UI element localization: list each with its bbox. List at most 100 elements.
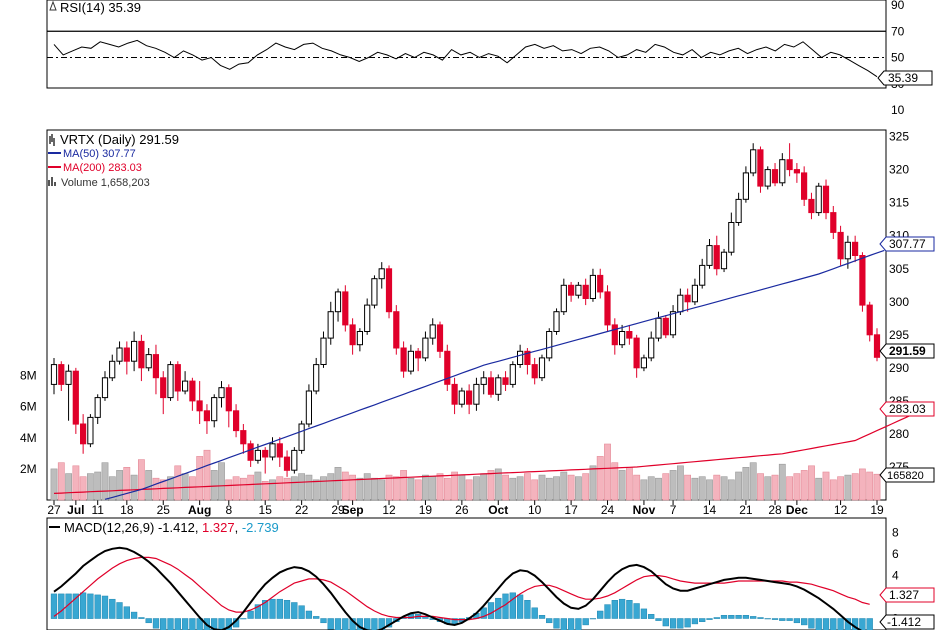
volume-bar (334, 466, 342, 501)
price-tick-label: 305 (889, 262, 909, 276)
macd-histogram-bar (342, 618, 349, 635)
candle-body (138, 340, 145, 369)
volume-bar (720, 476, 728, 501)
volume-legend-icon (48, 177, 56, 186)
macd-histogram-bar (575, 618, 582, 631)
volume-bar (130, 474, 138, 501)
volume-bar (138, 459, 145, 501)
volume-bar (414, 479, 422, 501)
candle (524, 348, 531, 375)
macd-last-box (879, 614, 935, 630)
candle (233, 404, 240, 438)
volume-bar (72, 465, 80, 501)
date-axis-label: 19 (419, 503, 433, 517)
candle-body (291, 449, 298, 471)
candle (582, 278, 589, 306)
rsi-tick-label: 70 (891, 24, 905, 38)
volume-bar (829, 479, 837, 501)
volume-bar (254, 471, 262, 501)
macd-legend-name: MACD(12,26,9) (64, 520, 154, 535)
date-axis-label: Dec (786, 503, 808, 517)
date-axis-label: Nov (633, 503, 656, 517)
candle-body (400, 347, 407, 372)
macd-histogram-bar (553, 618, 560, 629)
candle-body (830, 212, 837, 233)
volume-bar (553, 476, 560, 501)
candle-body (691, 284, 698, 303)
candle (320, 331, 327, 368)
candle-body (553, 311, 560, 333)
macd-histogram-bar (181, 618, 189, 635)
volume-bar (560, 471, 568, 501)
macd-line (53, 546, 871, 635)
macd-histogram-bar (669, 618, 677, 629)
macd-histogram-bar (742, 615, 750, 619)
date-axis-label: 18 (120, 503, 134, 517)
volume-bar (392, 476, 400, 501)
candle (109, 354, 116, 382)
candle (495, 374, 502, 401)
volume-bars (50, 443, 881, 501)
macd-histogram-bar (728, 615, 735, 619)
candle-body (662, 317, 669, 336)
candle (713, 235, 720, 276)
candle (116, 341, 123, 365)
volume-bar (159, 479, 167, 501)
volume-bar (691, 477, 699, 501)
macd-histogram-bar (407, 614, 415, 619)
ma50-line (104, 249, 885, 500)
candle-legend-icon (49, 134, 55, 146)
volume-bar (764, 476, 772, 501)
macd-histogram-bar (138, 617, 145, 619)
volume-bar (494, 468, 502, 501)
volume-bar (574, 476, 582, 501)
volume-bar (101, 462, 109, 501)
candle-body (466, 390, 473, 405)
candle (349, 318, 356, 355)
macd-histogram-bar (640, 608, 648, 619)
candle (458, 387, 465, 408)
candle-body (597, 274, 604, 293)
candle-body (480, 377, 487, 385)
ma50-last-tag: 307.77 (879, 236, 935, 252)
macd-tick-label: 6 (892, 547, 899, 561)
volume-bar (611, 462, 619, 501)
candle (131, 331, 138, 372)
candle-body (669, 311, 677, 336)
volume-bar (480, 473, 488, 501)
volume-bar (531, 479, 539, 501)
volume-bar (742, 466, 750, 501)
candle (247, 440, 254, 467)
candle-body (713, 245, 720, 270)
volume-bar (815, 477, 823, 501)
volume-bar (706, 479, 713, 501)
candle-body (779, 159, 786, 184)
volume-bar (196, 456, 204, 501)
candle (786, 143, 793, 177)
volume-bar (429, 476, 437, 501)
candle-body (407, 350, 414, 372)
macd-histogram-bar (808, 618, 815, 629)
date-axis-label: 27 (47, 503, 61, 517)
macd-histogram-bar (313, 616, 320, 619)
rsi-legend-icon (49, 0, 57, 11)
candle (517, 344, 524, 368)
candle-body (415, 350, 422, 359)
macd-histogram-bar (516, 594, 524, 619)
candle (196, 381, 203, 425)
candle (218, 381, 225, 408)
candle (87, 414, 94, 448)
price-last-tag: 291.59 (879, 343, 935, 359)
volume-bar (698, 476, 706, 501)
price-last-box (879, 343, 935, 359)
date-axis-label: 19 (870, 503, 884, 517)
date-axis-label: 8 (225, 503, 232, 517)
volume-bar (247, 474, 255, 501)
macd-histogram-bar (101, 595, 109, 619)
candle-body (94, 397, 101, 418)
candle (385, 265, 393, 319)
rsi-last-value-tag: 35.39 (877, 70, 933, 86)
volume-tick-label: 6M (20, 400, 37, 414)
candle (160, 371, 167, 415)
